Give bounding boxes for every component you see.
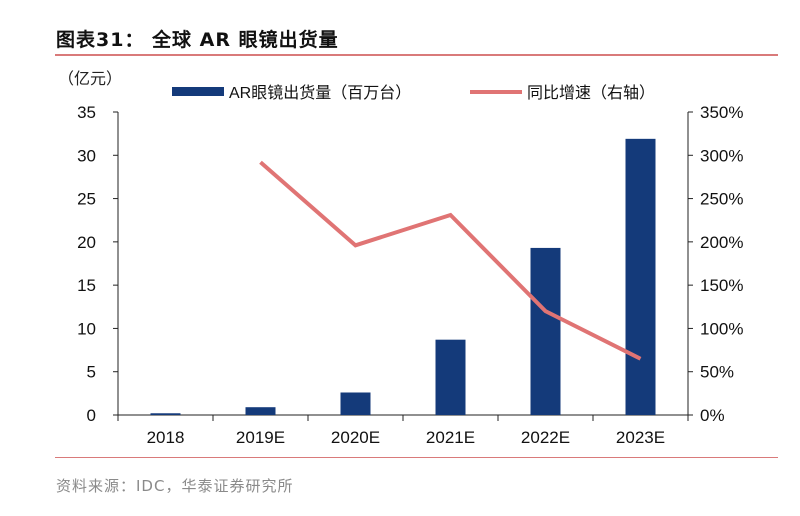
right-tick-label: 250% [700,190,743,209]
bar-2022E [530,247,561,415]
x-tick-label: 2022E [521,428,570,447]
right-tick-label: 300% [700,146,743,165]
title-rule [55,54,778,56]
left-tick-label: 5 [87,363,96,382]
x-tick-label: 2019E [236,428,285,447]
right-tick-label: 200% [700,233,743,252]
left-tick-label: 20 [77,233,96,252]
right-tick-label: 350% [700,103,743,122]
left-tick-label: 0 [87,406,96,425]
legend-line-label: 同比增速（右轴） [527,84,655,102]
chart-title: 图表31： 全球 AR 眼镜出货量 [56,29,339,51]
source-note: 资料来源：IDC，华泰证券研究所 [56,477,294,495]
bar-2021E [435,339,466,415]
bar-2018 [150,413,181,415]
x-tick-label: 2021E [426,428,475,447]
left-axis-label: （亿元） [58,70,122,88]
left-tick-label: 25 [77,190,96,209]
legend-bar-swatch [172,87,224,96]
bar-2020E [340,392,371,415]
x-tick-label: 2020E [331,428,380,447]
right-tick-label: 50% [700,363,734,382]
left-tick-label: 35 [77,103,96,122]
footer-rule [55,457,778,458]
bar-2023E [625,138,656,415]
left-tick-label: 15 [77,276,96,295]
growth-line [259,160,642,361]
right-tick-label: 150% [700,276,743,295]
left-tick-label: 10 [77,319,96,338]
right-tick-label: 100% [700,319,743,338]
x-tick-label: 2018 [147,428,185,447]
legend-bar-label: AR眼镜出货量（百万台） [229,83,411,102]
right-tick-label: 0% [700,406,725,425]
left-tick-label: 30 [77,146,96,165]
x-tick-label: 2023E [616,428,665,447]
bar-2019E [245,407,276,415]
